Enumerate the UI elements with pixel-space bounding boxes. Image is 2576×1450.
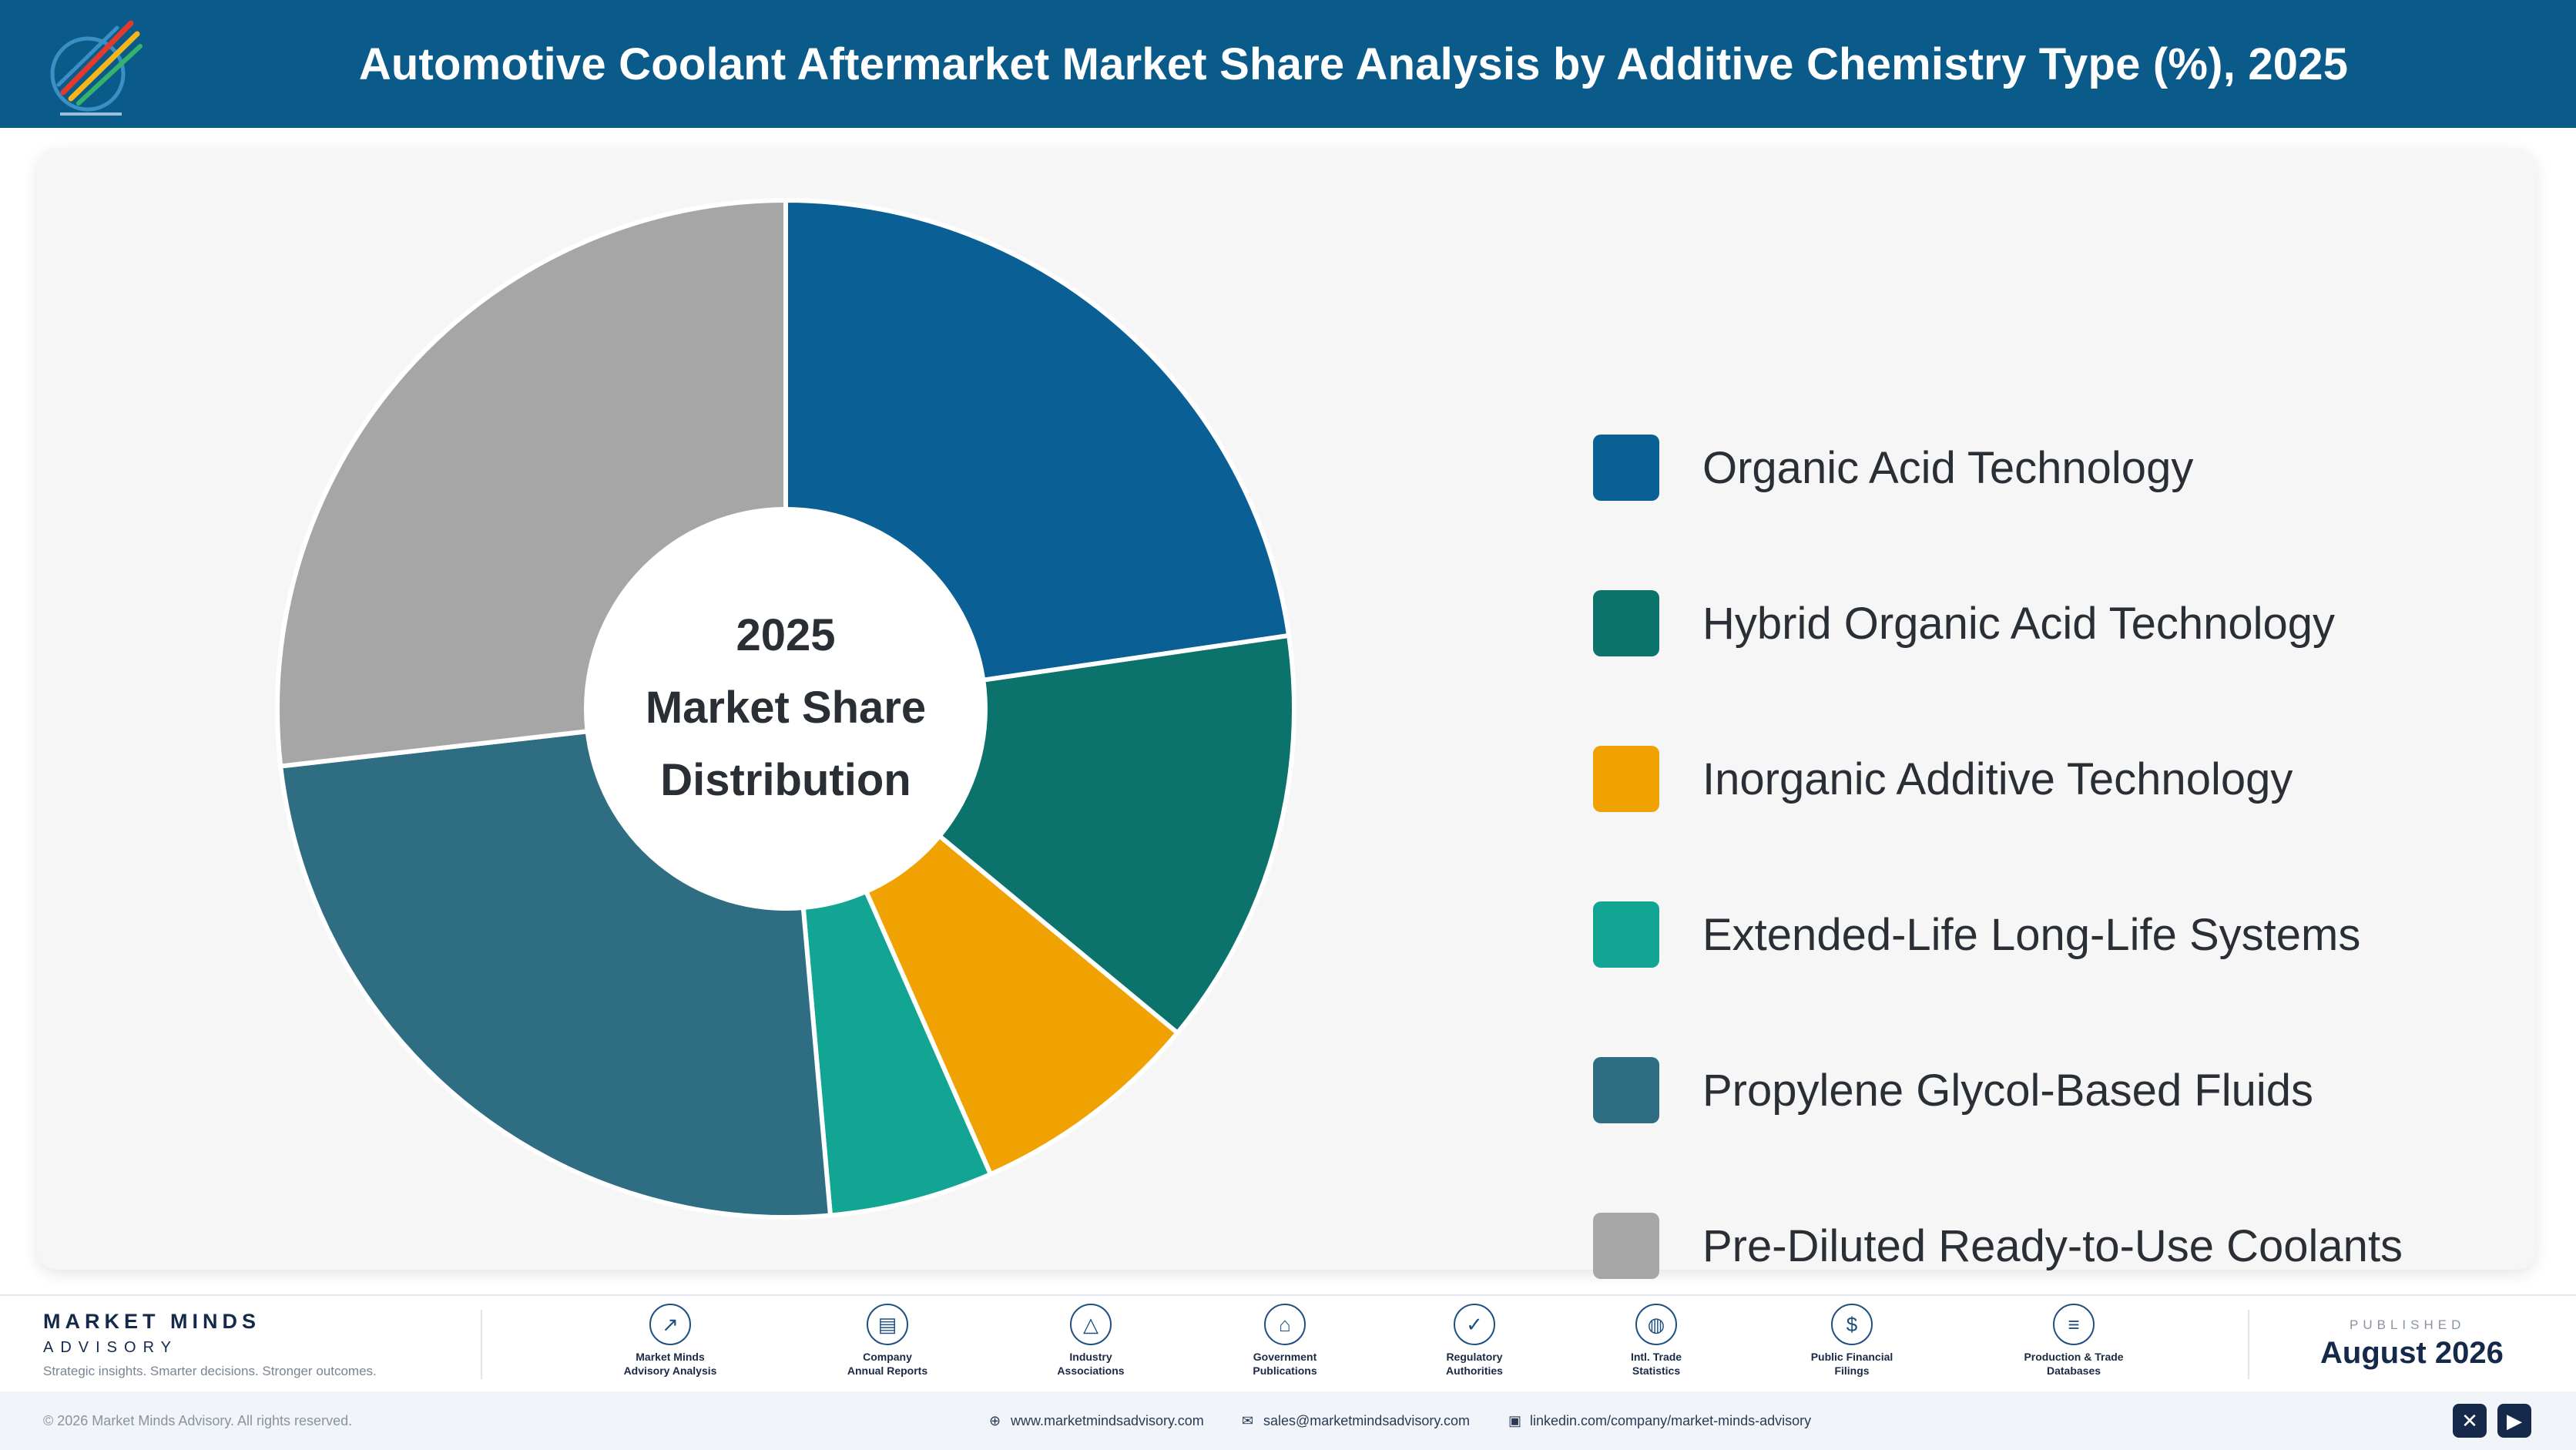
dollar-coin-icon: $: [1831, 1304, 1873, 1345]
source-annual-reports: ▤ Company Annual Reports: [803, 1304, 972, 1378]
source-trade-databases: ≡ Production & Trade Databases: [1989, 1304, 2158, 1378]
source-label: Production & Trade Databases: [2024, 1351, 2124, 1377]
page-title: Automotive Coolant Aftermarket Market Sh…: [358, 39, 2349, 89]
legend-label: Organic Acid Technology: [1702, 442, 2194, 493]
source-label: Intl. Trade Statistics: [1630, 1351, 1682, 1377]
rocket-logo-icon: [50, 20, 143, 116]
copyright: © 2026 Market Minds Advisory. All rights…: [43, 1413, 353, 1428]
linkedin-link[interactable]: ▣ linkedin.com/company/market-minds-advis…: [1508, 1413, 1811, 1429]
source-label: Government Publications: [1253, 1351, 1317, 1377]
legend-swatch: [1593, 435, 1659, 501]
legend-item: Inorganic Additive Technology: [1593, 746, 2293, 812]
source-label: Industry Associations: [1057, 1351, 1125, 1377]
legend-label: Propylene Glycol-Based Fluids: [1702, 1065, 2314, 1116]
center-label-line3: Distribution: [660, 755, 911, 805]
shield-icon: ✓: [1454, 1304, 1495, 1345]
youtube-icon[interactable]: ▶: [2497, 1404, 2531, 1438]
legend-label: Extended-Life Long-Life Systems: [1702, 909, 2361, 960]
linkedin-icon: ▣: [1508, 1413, 1522, 1428]
brand-subtitle: ADVISORY: [43, 1339, 178, 1356]
document-icon: ▤: [867, 1304, 908, 1345]
center-label-year: 2025: [736, 610, 835, 660]
legend-swatch: [1593, 1057, 1659, 1123]
website-link[interactable]: ⊕ www.marketmindsadvisory.com: [989, 1413, 1204, 1429]
chart-card: 2025 Market Share Distribution Organic A…: [37, 148, 2536, 1279]
source-regulatory-authorities: ✓ Regulatory Authorities: [1390, 1304, 1559, 1378]
legend-swatch: [1593, 590, 1659, 656]
source-trade-statistics: ◍ Intl. Trade Statistics: [1571, 1304, 1741, 1378]
pie-chart: 2025 Market Share Distribution: [275, 197, 1296, 1220]
trend-line-icon: ↗: [649, 1304, 691, 1345]
source-market-minds: ↗ Market Minds Advisory Analysis: [585, 1304, 755, 1378]
email-link[interactable]: ✉ sales@marketmindsadvisory.com: [1242, 1413, 1470, 1429]
legend-swatch: [1593, 746, 1659, 812]
legend-item: Organic Acid Technology: [1593, 435, 2193, 501]
brand-name: MARKET MINDS: [43, 1310, 260, 1333]
published-label: PUBLISHED: [2350, 1317, 2466, 1332]
linkedin-text: linkedin.com/company/market-minds-adviso…: [1530, 1413, 1812, 1428]
source-government-publications: ⌂ Government Publications: [1200, 1304, 1370, 1378]
legend-item: Hybrid Organic Acid Technology: [1593, 590, 2335, 656]
source-label: Market Minds Advisory Analysis: [623, 1351, 717, 1377]
legend-label: Inorganic Additive Technology: [1702, 754, 2293, 804]
source-industry-associations: △ Industry Associations: [1006, 1304, 1176, 1378]
email-text: sales@marketmindsadvisory.com: [1263, 1413, 1471, 1428]
network-icon: △: [1070, 1304, 1112, 1345]
footer: MARKET MINDS ADVISORY Strategic insights…: [0, 1294, 2576, 1393]
source-label: Regulatory Authorities: [1446, 1351, 1503, 1377]
legend-label: Hybrid Organic Acid Technology: [1702, 598, 2336, 649]
footer-divider: [481, 1310, 482, 1379]
government-building-icon: ⌂: [1264, 1304, 1306, 1345]
header-bar: Automotive Coolant Aftermarket Market Sh…: [0, 0, 2576, 128]
source-label: Public Financial Filings: [1810, 1351, 1893, 1377]
legend-item: Pre-Diluted Ready-to-Use Coolants: [1593, 1213, 2403, 1279]
footer-divider: [2248, 1310, 2249, 1379]
source-label: Company Annual Reports: [847, 1351, 928, 1377]
center-label-line2: Market Share: [646, 683, 926, 733]
legend-item: Extended-Life Long-Life Systems: [1593, 901, 2360, 968]
legend-label: Pre-Diluted Ready-to-Use Coolants: [1702, 1220, 2403, 1271]
mail-icon: ✉: [1242, 1413, 1254, 1428]
bottom-bar: © 2026 Market Minds Advisory. All rights…: [0, 1391, 2576, 1450]
source-financial-filings: $ Public Financial Filings: [1767, 1304, 1937, 1378]
database-icon: ≡: [2053, 1304, 2095, 1345]
globe-icon: ◍: [1635, 1304, 1677, 1345]
globe-icon: ⊕: [989, 1413, 1001, 1428]
legend-swatch: [1593, 1213, 1659, 1279]
brand-tagline: Strategic insights. Smarter decisions. S…: [43, 1364, 377, 1378]
published-date: August 2026: [2320, 1336, 2504, 1370]
legend-item: Propylene Glycol-Based Fluids: [1593, 1057, 2313, 1123]
legend-swatch: [1593, 901, 1659, 968]
donut-hole: [584, 507, 988, 911]
x-icon[interactable]: ✕: [2453, 1404, 2487, 1438]
website-text: www.marketmindsadvisory.com: [1011, 1413, 1204, 1428]
